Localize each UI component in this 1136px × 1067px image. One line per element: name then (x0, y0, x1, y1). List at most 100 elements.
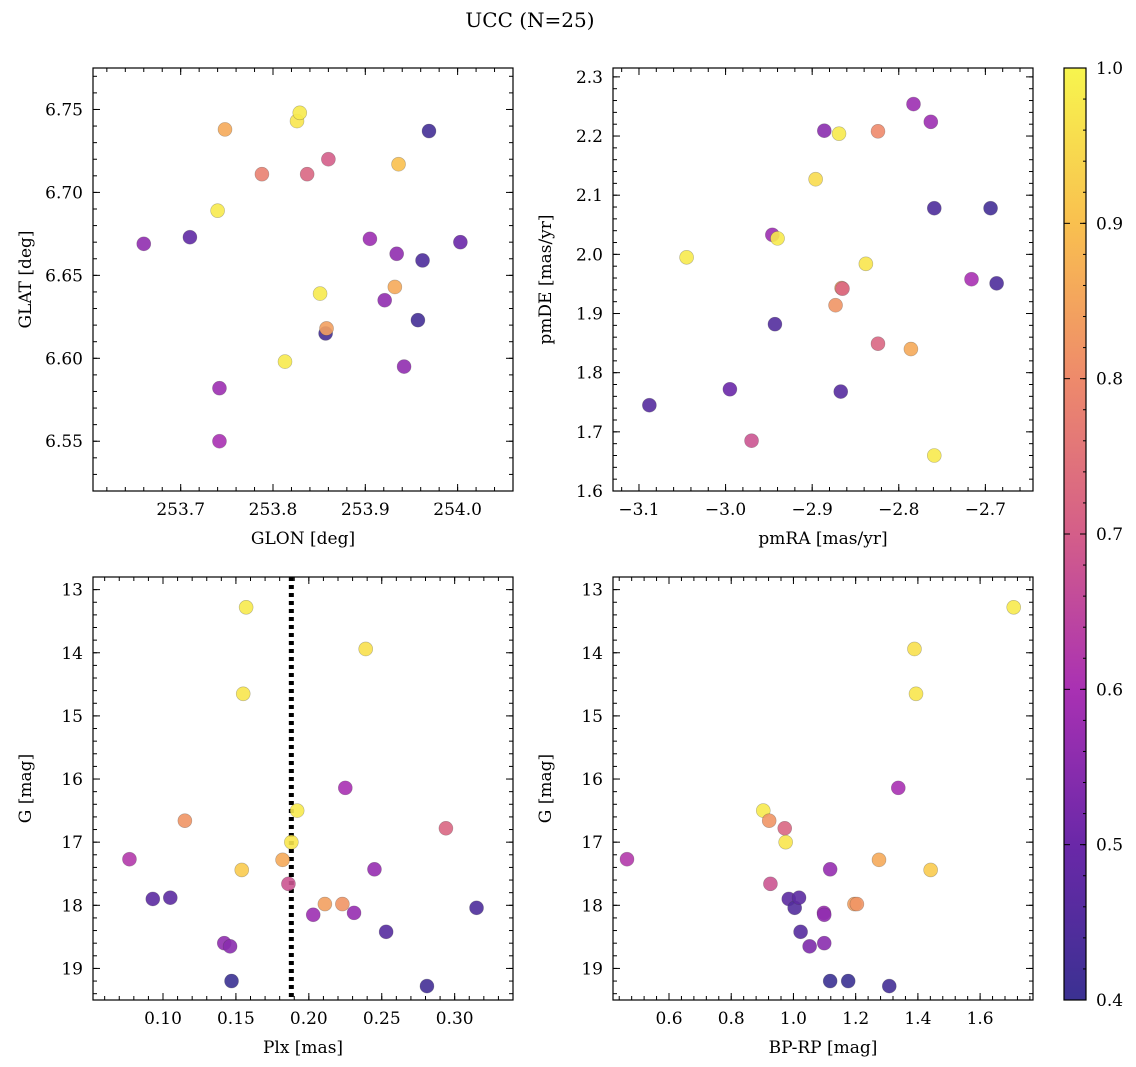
data-point (816, 935, 832, 951)
figure-title: UCC (N=25) (465, 8, 594, 32)
subplot-2: −3.1 −3.0 −2.9 −2.8 −2.7 1.6 1.7 1.8 1.9 2.0 2.1 2.… (536, 67, 1034, 549)
y-axis-label: pmDE [mas/yr] (536, 214, 556, 344)
axes-frame (612, 576, 1034, 1001)
data-point (317, 896, 333, 912)
y-tick-label: 19 (581, 959, 603, 979)
x-tick-label: −2.7 (965, 500, 1006, 520)
y-tick-label: 2.3 (576, 68, 603, 88)
data-point (299, 166, 315, 182)
y-tick-label: 13 (581, 581, 603, 601)
y-axis-label: G [mag] (16, 754, 36, 823)
data-point (122, 851, 137, 867)
data-point (761, 813, 777, 828)
x-tick-label: −3.1 (618, 500, 659, 520)
data-point (224, 973, 239, 989)
data-point (642, 397, 657, 413)
data-point (903, 341, 919, 357)
data-point (619, 851, 635, 867)
data-point (289, 803, 305, 818)
subplot-1: 253.7 253.8 253.9 254.0 6.55 6.60 6.65 6.70 6.75… (16, 67, 514, 549)
x-tick-label: 253.8 (249, 500, 298, 520)
data-point (210, 203, 225, 218)
y-tick-label: 18 (581, 896, 603, 916)
x-tick-label: 1.0 (780, 1009, 807, 1029)
data-point (923, 114, 939, 130)
y-axis-label: GLAT [deg] (16, 230, 36, 328)
y-tick-label: 6.55 (45, 432, 83, 452)
data-point (212, 433, 227, 449)
data-point (378, 924, 394, 940)
data-point (362, 231, 378, 247)
y-tick-label: 17 (61, 833, 83, 853)
data-point (335, 896, 350, 912)
x-tick-label: 0.15 (217, 1009, 255, 1029)
data-point (828, 297, 843, 313)
subplot-4: 0.6 0.8 1.0 1.2 1.4 1.6 13 14 15 16 17 18 19 BP-RP [m… (536, 576, 1034, 1058)
data-point (391, 156, 406, 172)
x-tick-label: 253.9 (341, 500, 390, 520)
data-point (989, 276, 1004, 291)
data-point (162, 890, 178, 906)
x-axis-label: pmRA [mas/yr] (758, 529, 887, 549)
data-point (831, 126, 847, 141)
data-point (389, 246, 404, 262)
y-tick-label: 2.1 (576, 186, 603, 206)
data-point (983, 200, 998, 216)
data-point (808, 171, 823, 187)
y-tick-label: 15 (581, 707, 603, 727)
x-tick-label: −2.8 (878, 500, 919, 520)
x-tick-label: 1.4 (904, 1009, 931, 1029)
y-tick-label: 1.8 (576, 364, 603, 384)
y-tick-label: 14 (581, 644, 603, 664)
axes-frame (612, 67, 1034, 492)
data-point (222, 939, 238, 954)
data-point (858, 256, 874, 272)
data-point (275, 852, 290, 868)
x-tick-label: 0.6 (655, 1009, 682, 1029)
data-point (421, 123, 437, 139)
x-tick-label: 253.7 (156, 500, 205, 520)
data-point (679, 250, 694, 265)
y-tick-label: 6.60 (45, 349, 83, 369)
data-point (177, 813, 193, 828)
data-point (284, 834, 299, 850)
panels: 253.7 253.8 253.9 254.0 6.55 6.60 6.65 6.70 6.75… (16, 67, 1034, 1058)
data-point (182, 229, 198, 245)
data-point (145, 891, 161, 907)
colorbar-tick-label: 0.9 (1096, 214, 1123, 234)
data-point (358, 641, 374, 657)
data-point (346, 905, 362, 921)
x-axis-label: GLON [deg] (251, 529, 355, 549)
data-point (964, 271, 979, 287)
y-axis-label: G [mag] (536, 754, 556, 823)
x-tick-label: −2.9 (792, 500, 833, 520)
data-point (212, 380, 227, 396)
data-point (906, 96, 921, 112)
data-point (870, 336, 886, 351)
data-point (305, 907, 321, 923)
subplot-3: 0.10 0.15 0.20 0.25 0.30 13 14 15 16 17 18 19 Plx [m… (16, 576, 514, 1058)
y-tick-label: 2.0 (576, 245, 603, 265)
data-point (319, 321, 334, 336)
colorbar-tick-label: 0.4 (1096, 991, 1123, 1011)
colorbar-tick-label: 0.7 (1096, 525, 1123, 545)
data-point (387, 279, 403, 295)
data-point (410, 312, 426, 328)
data-point (816, 907, 832, 923)
data-point (254, 166, 270, 182)
data-point (235, 686, 251, 702)
data-point (777, 820, 793, 836)
y-tick-label: 2.2 (576, 127, 603, 147)
colorbar-gradient (1064, 68, 1086, 1000)
x-tick-label: 0.25 (363, 1009, 401, 1029)
x-tick-label: 0.30 (436, 1009, 474, 1029)
data-point (907, 641, 922, 657)
data-point (321, 151, 336, 167)
data-point (816, 123, 832, 139)
data-point (763, 876, 778, 892)
data-point (281, 876, 296, 892)
y-tick-label: 16 (61, 770, 83, 790)
y-tick-label: 17 (581, 833, 603, 853)
y-tick-label: 15 (61, 707, 83, 727)
